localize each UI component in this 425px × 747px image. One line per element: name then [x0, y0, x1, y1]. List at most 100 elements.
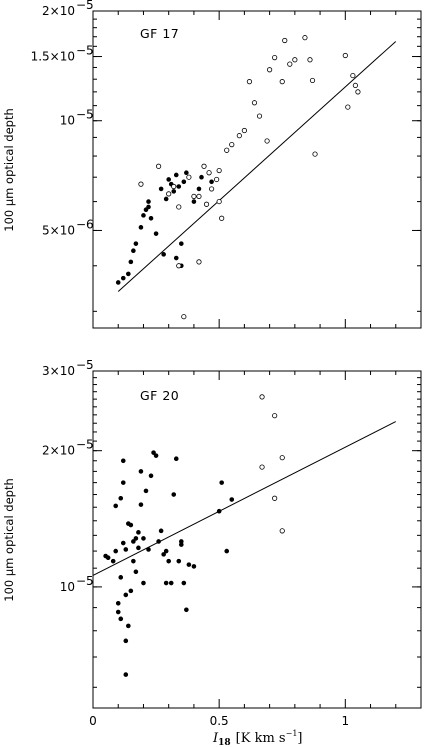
- gf20-x-tick-label: 1: [341, 714, 349, 728]
- gf20-filled-point: [136, 530, 141, 535]
- gf17-y-tick-exponent: −5: [76, 0, 94, 12]
- gf17-open-point: [208, 186, 215, 192]
- x-axis-symbol: I: [212, 731, 219, 746]
- gf20-open-point: [272, 413, 278, 419]
- gf20-filled-point: [128, 522, 134, 528]
- gf20-filled-point: [131, 558, 136, 564]
- gf17-filled-point: [120, 275, 126, 281]
- gf17-filled-point: [191, 199, 197, 204]
- gf17-ylabel: 100 µm optical depth: [2, 108, 16, 232]
- gf17-open-point: [350, 72, 356, 79]
- gf17-plot-frame: [92, 10, 422, 329]
- gf17-open-point: [191, 193, 197, 200]
- gf17-open-point: [138, 181, 144, 187]
- gf17-filled-point: [181, 179, 187, 185]
- gf20-filled-point: [184, 607, 189, 613]
- gf17-open-point: [219, 215, 225, 221]
- gf17-y-tick-exponent: −5: [76, 44, 94, 58]
- gf17-filled-point: [141, 213, 146, 218]
- gf17-y-tick-label: 5×10: [42, 223, 75, 237]
- gf17-open-point: [312, 151, 318, 157]
- x-axis-subscript: 18: [218, 738, 231, 747]
- gf20-points: [103, 394, 285, 677]
- gf20-filled-point: [123, 547, 129, 552]
- gf20-y-tick-label: 3×10: [42, 364, 75, 378]
- gf20-filled-point: [120, 458, 126, 464]
- gf17-points: [115, 35, 361, 320]
- gf20-open-point: [279, 528, 285, 534]
- gf20-filled-point: [120, 540, 126, 546]
- gf17-open-point: [229, 142, 235, 148]
- gf17-filled-point: [171, 189, 177, 194]
- gf17-filled-point: [199, 174, 204, 180]
- gf20-x-tick-label: 0: [89, 714, 97, 728]
- gf20-panel-label: GF 20: [140, 388, 179, 403]
- gf20-filled-point: [118, 616, 124, 622]
- gf20-filled-point: [158, 528, 164, 534]
- gf20-ylabel: 100 µm optical depth: [2, 478, 16, 602]
- gf17-y-tick-exponent: −6: [76, 217, 94, 231]
- gf20-filled-point: [219, 480, 224, 485]
- gf17-filled-point: [138, 225, 144, 230]
- gf20-filled-point: [153, 453, 159, 458]
- gf17-open-point: [241, 127, 247, 134]
- gf17-y-tick-label: 2×10: [42, 4, 75, 18]
- gf20-filled-point: [120, 480, 126, 485]
- gf20-panel: 0 0.5 110 −52×10 −53×10 −5 GF 20 100 µm optic…: [2, 358, 422, 747]
- gf17-open-point: [181, 314, 187, 320]
- gf17-filled-point: [143, 207, 149, 213]
- gf17-filled-point: [128, 259, 134, 265]
- gf20-filled-point: [115, 600, 121, 606]
- gf20-filled-point: [163, 580, 169, 586]
- gf20-filled-point: [151, 450, 156, 455]
- gf20-open-point: [259, 394, 265, 400]
- gf20-filled-point: [224, 548, 230, 554]
- gf20-filled-point: [179, 542, 184, 547]
- gf20-y-tick-exponent: −5: [76, 574, 94, 588]
- gf20-filled-point: [123, 672, 129, 677]
- gf17-open-point: [352, 82, 358, 89]
- gf17-open-point: [196, 193, 202, 200]
- gf20-filled-point: [118, 495, 124, 501]
- gf17-ticks: [92, 10, 422, 328]
- gf17-y-tick-exponent: −5: [76, 108, 94, 122]
- gf20-filled-point: [115, 609, 121, 615]
- gf17-open-point: [196, 259, 202, 265]
- gf17-open-point: [156, 163, 162, 169]
- gf17-open-point: [186, 174, 192, 180]
- gf20-filled-point: [143, 488, 149, 494]
- gf20-filled-point: [163, 548, 169, 554]
- gf17-open-point: [307, 57, 313, 63]
- gf17-open-point: [216, 167, 222, 174]
- gf20-open-point: [259, 464, 265, 470]
- gf20-y-tick-exponent: −5: [76, 358, 94, 372]
- gf17-open-point: [267, 67, 273, 73]
- gf17-y-tick-label: 10: [60, 114, 75, 128]
- gf17-open-point: [272, 55, 278, 61]
- gf20-filled-point: [118, 575, 124, 580]
- gf17-y-tick-label: 1.5×10: [31, 50, 75, 64]
- gf20-y-tick-label: 10: [60, 580, 75, 594]
- gf17-filled-point: [166, 177, 171, 182]
- gf17-filled-point: [131, 248, 136, 253]
- gf20-filled-point: [173, 456, 179, 462]
- gf20-filled-point: [123, 638, 129, 644]
- gf17-filled-point: [184, 170, 189, 176]
- gf17-filled-point: [161, 252, 166, 257]
- gf20-open-point: [272, 495, 278, 501]
- gf20-filled-point: [133, 536, 139, 541]
- gf20-filled-point: [138, 469, 144, 474]
- gf20-filled-point: [113, 548, 119, 554]
- gf20-filled-point: [181, 580, 187, 586]
- gf17-open-point: [251, 100, 258, 106]
- gf20-plot-frame: [92, 370, 422, 709]
- gf17-open-point: [176, 263, 182, 269]
- gf20-filled-point: [156, 539, 161, 544]
- gf20-filled-point: [168, 580, 174, 586]
- gf17-open-point: [264, 138, 270, 144]
- gf20-filled-point: [161, 552, 166, 557]
- gf17-open-point: [166, 191, 172, 197]
- gf20-filled-point: [138, 502, 144, 507]
- gf20-filled-point: [105, 555, 111, 561]
- gf17-fit-line: [117, 41, 397, 292]
